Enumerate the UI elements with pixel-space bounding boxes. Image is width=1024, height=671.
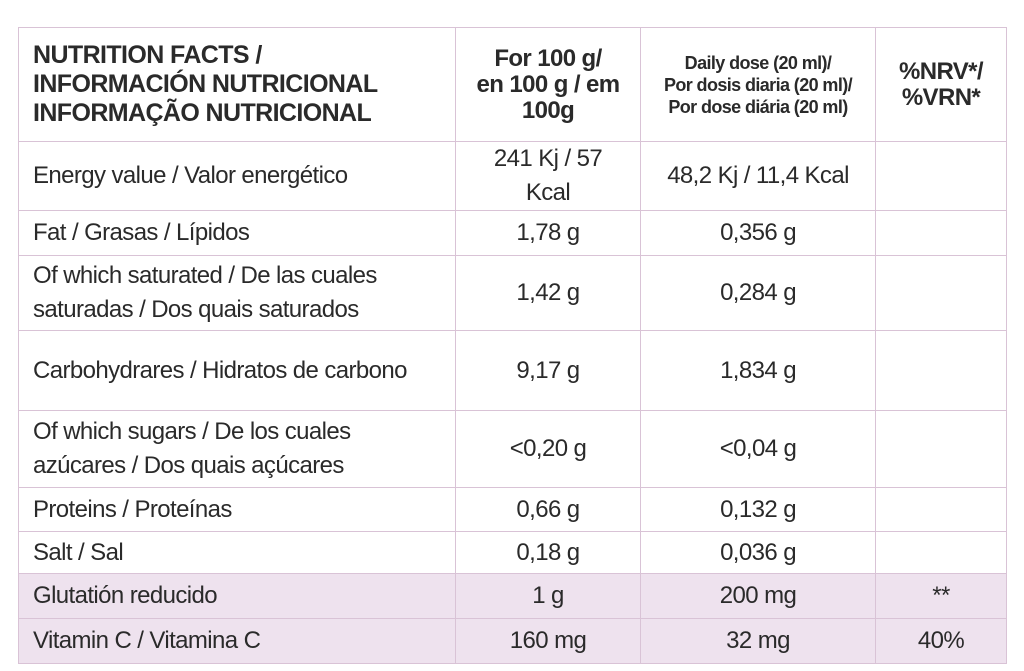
value-cell bbox=[875, 330, 1007, 411]
table-row: Vitamin C / Vitamina C 160 mg 32 mg 40% bbox=[18, 618, 1007, 664]
value-cell bbox=[875, 255, 1007, 331]
value-cell: 0,036 g bbox=[640, 531, 876, 574]
table-row: Of which saturated / De las cuales satur… bbox=[18, 255, 1007, 331]
value-cell: ** bbox=[875, 573, 1007, 619]
value-cell: 0,284 g bbox=[640, 255, 876, 331]
value-cell: 160 mg bbox=[455, 618, 641, 664]
value-cell: 32 mg bbox=[640, 618, 876, 664]
header-row: NUTRITION FACTS / INFORMACIÓN NUTRICIONAL… bbox=[18, 27, 1007, 142]
header-line: INFORMACIÓN NUTRICIONAL bbox=[33, 70, 378, 98]
value-cell bbox=[875, 410, 1007, 488]
table-row: Salt / Sal 0,18 g 0,036 g bbox=[18, 531, 1007, 574]
header-line: NUTRITION FACTS / bbox=[33, 41, 262, 69]
value-cell: <0,20 g bbox=[455, 410, 641, 488]
value-cell: 40% bbox=[875, 618, 1007, 664]
nutrient-name: Proteins / Proteínas bbox=[18, 487, 456, 532]
value-cell: 0,356 g bbox=[640, 210, 876, 256]
value-cell: 0,66 g bbox=[455, 487, 641, 532]
value-cell: 0,132 g bbox=[640, 487, 876, 532]
table-body: Energy value / Valor energético 241 Kj / … bbox=[18, 141, 1007, 664]
table-row: Fat / Grasas / Lípidos 1,78 g 0,356 g bbox=[18, 210, 1007, 256]
nutrient-name: Of which saturated / De las cuales satur… bbox=[18, 255, 456, 331]
value-cell: <0,04 g bbox=[640, 410, 876, 488]
value-cell: 200 mg bbox=[640, 573, 876, 619]
nutrient-name: Carbohydrares / Hidratos de carbono bbox=[18, 330, 456, 411]
value-cell: 1,42 g bbox=[455, 255, 641, 331]
value-cell bbox=[875, 141, 1007, 211]
nutrient-name: Of which sugars / De los cuales azúcares… bbox=[18, 410, 456, 488]
nutrient-name: Vitamin C / Vitamina C bbox=[18, 618, 456, 664]
header-cell: For 100 g/en 100 g / em 100g bbox=[455, 27, 641, 142]
header-cell: Daily dose (20 ml)/Por dosis diaria (20 … bbox=[640, 27, 876, 142]
header-line: 100g bbox=[521, 96, 575, 124]
nutrient-name: Salt / Sal bbox=[18, 531, 456, 574]
header-cell: %NRV*/%VRN* bbox=[875, 27, 1007, 142]
value-cell bbox=[875, 487, 1007, 532]
value-cell: 1,834 g bbox=[640, 330, 876, 411]
value-cell: 0,18 g bbox=[455, 531, 641, 574]
table-row: Energy value / Valor energético 241 Kj / … bbox=[18, 141, 1007, 211]
value-cell bbox=[875, 210, 1007, 256]
table-row: Of which sugars / De los cuales azúcares… bbox=[18, 410, 1007, 488]
value-cell: 48,2 Kj / 11,4 Kcal bbox=[640, 141, 876, 211]
nutrition-table: NUTRITION FACTS / INFORMACIÓN NUTRICIONAL… bbox=[18, 27, 1007, 664]
value-cell: 1 g bbox=[455, 573, 641, 619]
value-cell: 1,78 g bbox=[455, 210, 641, 256]
header-line: en 100 g / em bbox=[476, 70, 621, 98]
header-line: %VRN* bbox=[901, 83, 981, 111]
header-line: For 100 g/ bbox=[494, 44, 602, 72]
nutrient-name: Energy value / Valor energético bbox=[18, 141, 456, 211]
table-row: Carbohydrares / Hidratos de carbono 9,17 … bbox=[18, 330, 1007, 411]
header-line: Por dose diária (20 ml) bbox=[668, 96, 848, 117]
header-line: Daily dose (20 ml)/ bbox=[684, 52, 832, 73]
table-row: Glutatión reducido 1 g 200 mg ** bbox=[18, 573, 1007, 619]
table-row: Proteins / Proteínas 0,66 g 0,132 g bbox=[18, 487, 1007, 532]
value-cell: 241 Kj / 57 Kcal bbox=[455, 141, 641, 211]
header-line: %NRV*/ bbox=[899, 57, 984, 85]
header-line: INFORMAÇÃO NUTRICIONAL bbox=[33, 99, 372, 127]
nutrient-name: Glutatión reducido bbox=[18, 573, 456, 619]
value-cell: 9,17 g bbox=[455, 330, 641, 411]
header-cell: NUTRITION FACTS / INFORMACIÓN NUTRICIONAL… bbox=[18, 27, 456, 142]
header-line: Por dosis diaria (20 ml)/ bbox=[663, 74, 853, 95]
value-cell bbox=[875, 531, 1007, 574]
nutrient-name: Fat / Grasas / Lípidos bbox=[18, 210, 456, 256]
